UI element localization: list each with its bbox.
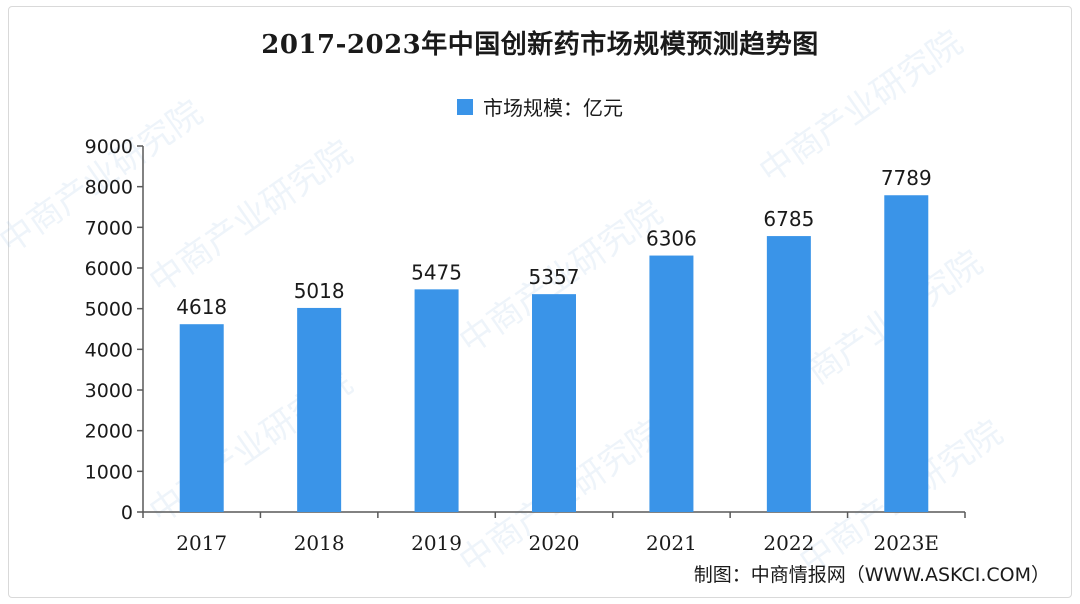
y-tick-label: 6000 [85, 258, 133, 280]
bar-2023E [884, 195, 929, 513]
data-label-2022: 6785 [763, 207, 814, 231]
y-tick-label: 0 [121, 502, 133, 524]
data-label-2017: 4618 [176, 295, 227, 319]
chart-legend: 市场规模：亿元 [0, 92, 1080, 121]
bar-2019 [414, 289, 459, 512]
y-tick-label: 1000 [85, 461, 133, 483]
bar-2022 [766, 236, 811, 512]
x-tick-label-2020: 2020 [529, 531, 580, 555]
y-tick-label: 3000 [85, 380, 133, 402]
x-tick-label-2017: 2017 [176, 531, 227, 555]
x-tick-label-2021: 2021 [646, 531, 697, 555]
y-tick-label: 9000 [85, 136, 133, 158]
chart-title: 2017-2023年中国创新药市场规模预测趋势图 [261, 30, 819, 60]
source-note: 制图：中商情报网（WWW.ASKCI.COM） [693, 564, 1050, 586]
data-label-2020: 5357 [529, 265, 580, 289]
y-tick-label: 4000 [85, 339, 133, 361]
x-tick-label-2022: 2022 [763, 531, 814, 555]
data-label-2018: 5018 [294, 279, 345, 303]
x-tick-label-2019: 2019 [411, 531, 462, 555]
data-label-2019: 5475 [411, 260, 462, 284]
bar-2018 [297, 307, 342, 512]
data-label-2023E: 7789 [881, 166, 932, 190]
y-tick-label: 7000 [85, 217, 133, 239]
bar-2021 [649, 255, 694, 512]
x-tick-label-2018: 2018 [294, 531, 345, 555]
data-label-2021: 6306 [646, 227, 697, 251]
legend-label: 市场规模：亿元 [483, 96, 623, 120]
y-tick-label: 8000 [85, 177, 133, 199]
bar-2017 [179, 324, 224, 512]
x-tick-label-2023E: 2023E [874, 531, 940, 555]
bar-2020 [532, 294, 576, 512]
y-tick-label: 2000 [85, 421, 133, 443]
legend-swatch [457, 98, 473, 115]
y-tick-label: 5000 [85, 299, 133, 321]
